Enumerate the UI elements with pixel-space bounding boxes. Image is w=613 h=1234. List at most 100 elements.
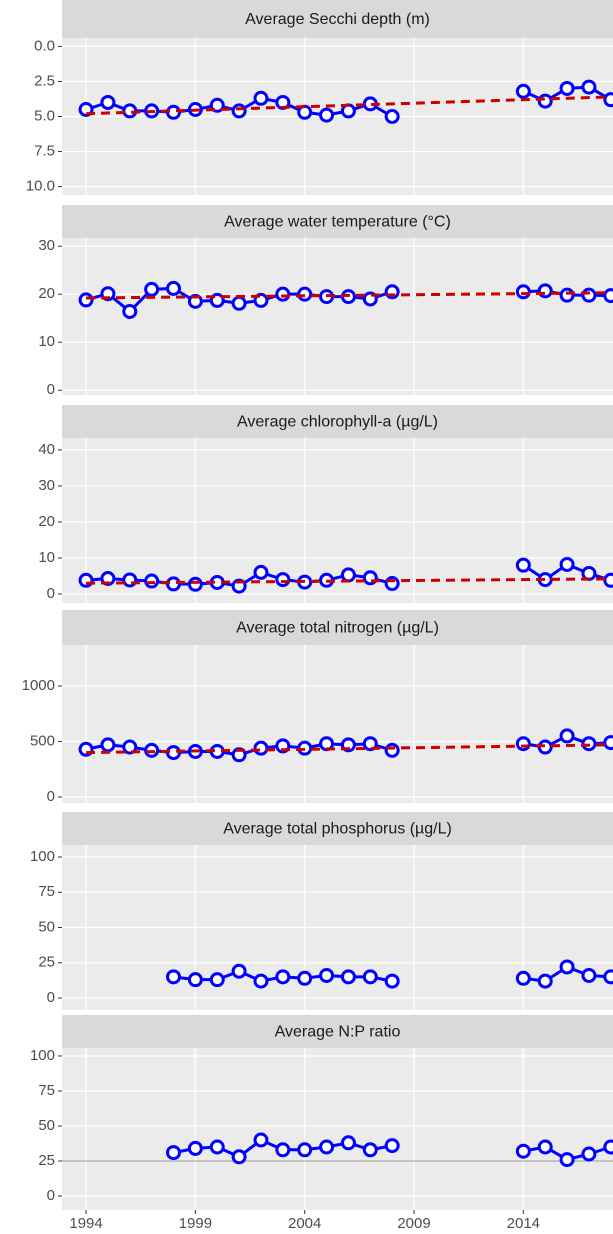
mean-point [122, 303, 138, 319]
mean-point [166, 969, 182, 985]
mean-point [253, 973, 269, 989]
strip-title: Average Secchi depth (m) [245, 11, 430, 28]
mean-point [209, 972, 225, 988]
y-tick-label: 0 [47, 1187, 55, 1204]
mean-point [187, 972, 203, 988]
y-tick-label: 50 [38, 1117, 55, 1134]
mean-point [515, 284, 531, 300]
y-tick-label: 25 [38, 954, 55, 971]
mean-point [319, 1139, 335, 1155]
mean-point [319, 107, 335, 123]
x-tick-label: 2004 [288, 1215, 321, 1232]
y-tick-label: 50 [38, 918, 55, 935]
mean-point [559, 556, 575, 572]
mean-point [275, 572, 291, 588]
mean-point [253, 740, 269, 756]
y-tick-label: 75 [38, 883, 55, 900]
y-tick-label: 0 [47, 989, 55, 1006]
plot-bg [62, 1048, 613, 1210]
mean-point [144, 281, 160, 297]
mean-point [166, 1145, 182, 1161]
mean-point [297, 286, 313, 302]
y-tick-label: 0 [47, 585, 55, 602]
mean-point [581, 79, 597, 95]
mean-point [559, 728, 575, 744]
mean-point [515, 557, 531, 573]
strip [62, 405, 613, 438]
mean-point [275, 286, 291, 302]
mean-point [581, 287, 597, 303]
mean-point [166, 280, 182, 296]
mean-point [384, 973, 400, 989]
x-tick-label: 1994 [69, 1215, 102, 1232]
x-tick-label: 2014 [507, 1215, 540, 1232]
mean-point [362, 1142, 378, 1158]
trend-line [86, 743, 611, 755]
x-tick-label: 2009 [397, 1215, 430, 1232]
strip-title: Average total nitrogen (µg/L) [236, 620, 439, 637]
mean-point [515, 1143, 531, 1159]
plot-bg [62, 645, 613, 803]
mean-point [231, 103, 247, 119]
strip-title: Average total phosphorus (µg/L) [223, 821, 452, 838]
mean-point [559, 287, 575, 303]
mean-point [603, 92, 613, 108]
mean-point [362, 969, 378, 985]
strip [62, 0, 613, 38]
y-tick-label: 75 [38, 1082, 55, 1099]
mean-point [581, 967, 597, 983]
y-tick-label: 7.5 [34, 143, 55, 160]
y-tick-label: 100 [30, 1047, 55, 1064]
mean-point [319, 967, 335, 983]
mean-point [340, 1135, 356, 1151]
mean-point [275, 1142, 291, 1158]
mean-point [122, 739, 138, 755]
y-tick-label: 20 [38, 285, 55, 302]
y-tick-label: 0.0 [34, 37, 55, 54]
mean-point [603, 735, 613, 751]
y-tick-label: 2.5 [34, 72, 55, 89]
y-tick-label: 0 [47, 381, 55, 398]
strip-title: Average water temperature (°C) [224, 214, 451, 231]
mean-point [100, 94, 116, 110]
mean-point [603, 969, 613, 985]
mean-point [603, 572, 613, 588]
mean-point [384, 742, 400, 758]
mean-point [559, 1152, 575, 1168]
mean-point [384, 109, 400, 124]
strip [62, 610, 613, 645]
y-tick-label: 30 [38, 237, 55, 254]
strip [62, 812, 613, 845]
x-tick-label: 1999 [179, 1215, 212, 1232]
mean-point [253, 1132, 269, 1148]
plot-bg [62, 238, 613, 395]
mean-point [209, 1139, 225, 1155]
mean-point [603, 1139, 613, 1155]
mean-point [187, 1140, 203, 1156]
mean-point [187, 576, 203, 592]
strip-title: Average chlorophyll-a (µg/L) [237, 414, 438, 431]
mean-point [559, 959, 575, 975]
y-tick-label: 5.0 [34, 107, 55, 124]
mean-point [297, 1142, 313, 1158]
strip-title: Average N:P ratio [275, 1024, 401, 1041]
mean-point [275, 969, 291, 985]
trend-line [86, 291, 611, 300]
mean-point [537, 973, 553, 989]
mean-point [231, 295, 247, 311]
mean-point [340, 969, 356, 985]
mean-point [253, 90, 269, 106]
mean-point [144, 573, 160, 589]
y-tick-label: 10 [38, 333, 55, 350]
y-tick-label: 10.0 [26, 178, 55, 195]
mean-point [100, 737, 116, 753]
trend-line [86, 577, 611, 585]
mean-point [515, 970, 531, 986]
strip [62, 205, 613, 238]
y-tick-label: 100 [30, 848, 55, 865]
mean-point [537, 283, 553, 299]
mean-point [253, 564, 269, 580]
mean-point [537, 93, 553, 109]
trend-line [86, 95, 611, 116]
